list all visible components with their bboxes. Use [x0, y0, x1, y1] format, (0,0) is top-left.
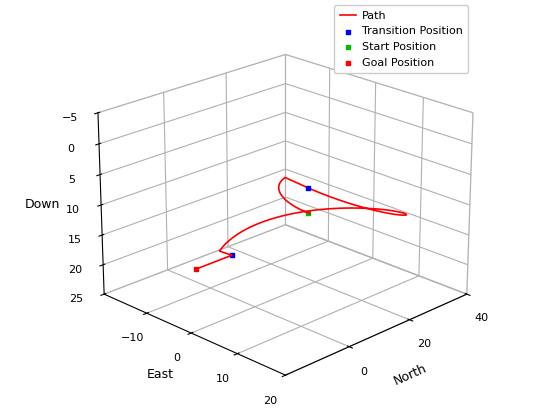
X-axis label: North: North [392, 362, 429, 388]
Legend: Path, Transition Position, Start Position, Goal Position: Path, Transition Position, Start Positio… [334, 5, 468, 73]
Y-axis label: East: East [147, 368, 174, 381]
